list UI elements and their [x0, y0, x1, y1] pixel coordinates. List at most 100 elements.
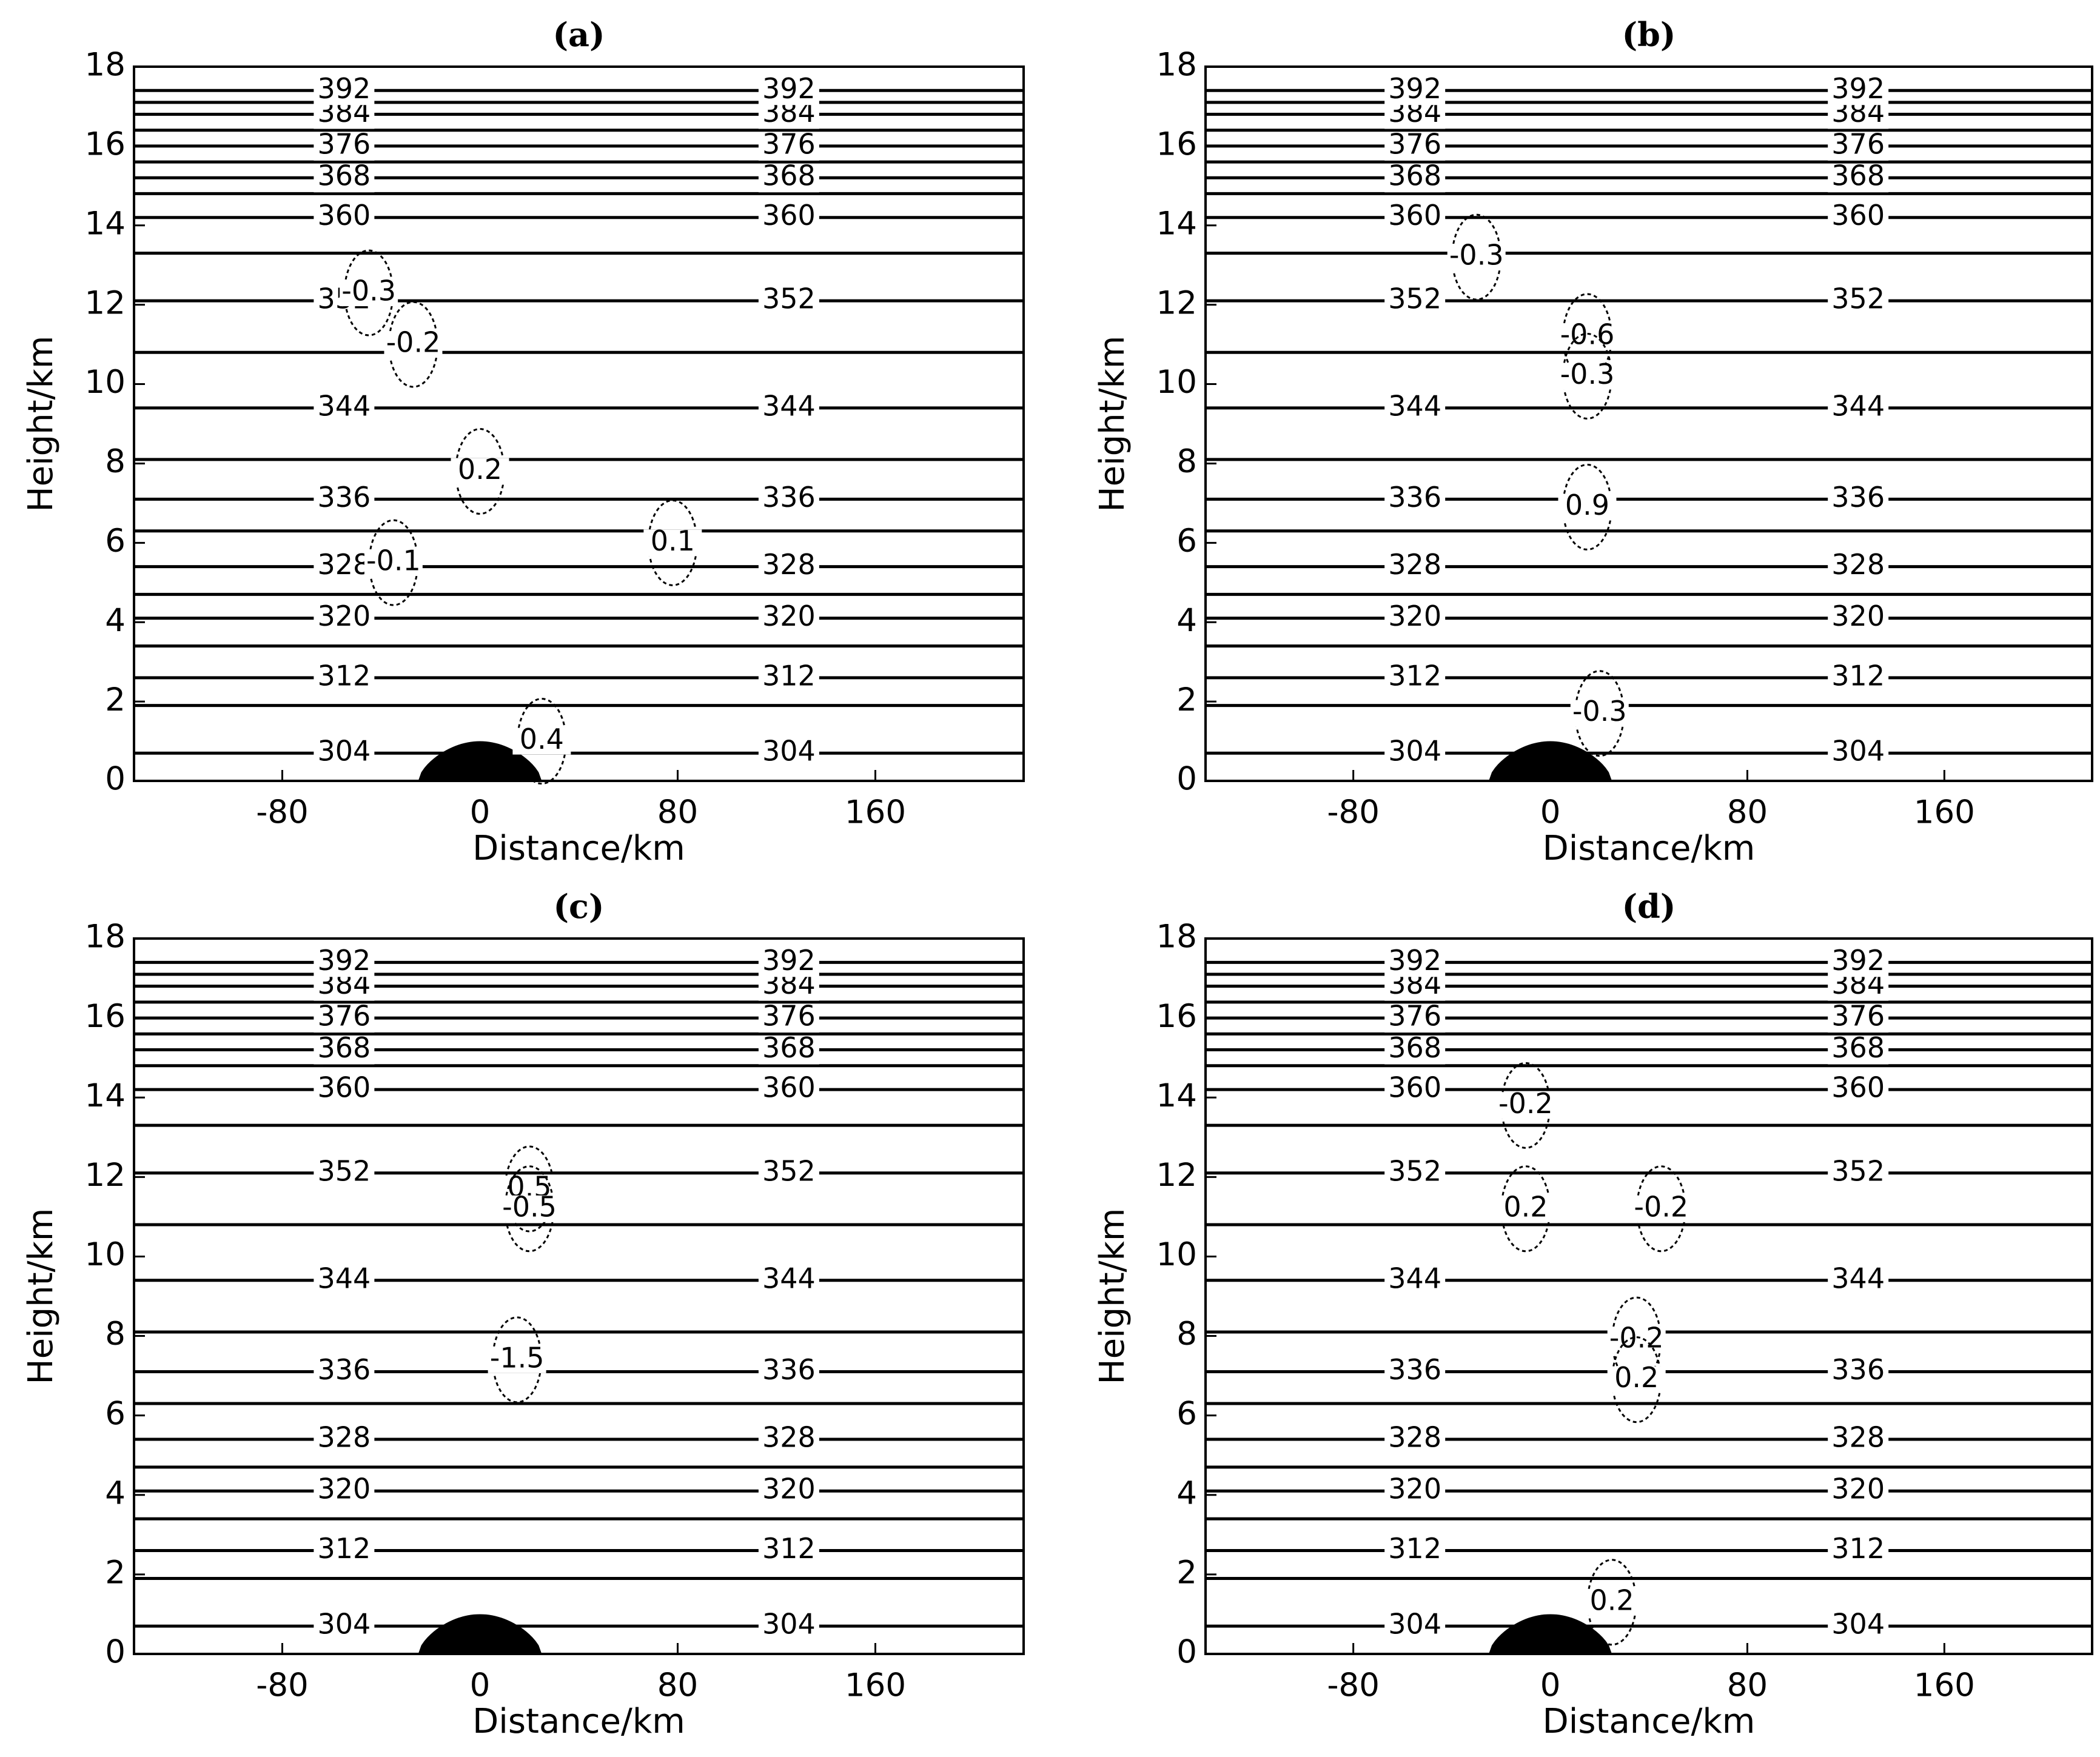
contour-label: 376	[1388, 1000, 1441, 1032]
w-label: -0.6	[1560, 318, 1615, 351]
x-tick-label: -80	[256, 794, 309, 831]
contour-label: 368	[1388, 159, 1441, 192]
terrain	[1489, 741, 1612, 781]
contour-label: 304	[1388, 735, 1441, 768]
label-bg	[1828, 1476, 1889, 1506]
label-bg	[314, 1003, 375, 1033]
label-bg	[643, 529, 702, 557]
w-label: -0.3	[1572, 695, 1627, 728]
contour-label: 352	[1831, 1154, 1885, 1187]
plot-frame	[1204, 937, 2093, 1655]
label-bg	[340, 279, 398, 307]
w-label: 0.2	[1503, 1190, 1548, 1223]
label-bg	[758, 286, 819, 316]
contour-label: 360	[317, 1071, 371, 1104]
x-axis-label: Distance/km	[472, 829, 685, 868]
contour-label: 304	[762, 1608, 816, 1641]
label-bg	[758, 948, 819, 977]
w-label: -0.5	[502, 1190, 557, 1223]
contour-label: 312	[1831, 1532, 1885, 1565]
contour-label: 312	[1388, 659, 1441, 692]
contour-label: 376	[1831, 1000, 1885, 1032]
y-tick-label: 18	[85, 919, 126, 955]
contour-label: 328	[317, 548, 371, 581]
w-label: -0.2	[1634, 1190, 1688, 1223]
y-axis-label: Height/km	[21, 336, 61, 512]
y-tick-label: 10	[1156, 364, 1197, 401]
contour-label: 304	[317, 735, 371, 768]
label-bg	[758, 131, 819, 161]
contour-label: 344	[762, 1262, 816, 1294]
label-bg	[314, 76, 375, 105]
label-bg	[1828, 948, 1889, 977]
contour-label: 368	[317, 1031, 371, 1064]
w-label: -0.1	[366, 544, 421, 577]
w-label: -0.2	[1609, 1322, 1664, 1354]
label-bg	[1384, 1476, 1446, 1506]
y-tick-label: 18	[85, 47, 126, 84]
y-tick-label: 16	[1156, 126, 1197, 163]
label-bg	[1384, 603, 1446, 633]
label-bg	[314, 163, 375, 193]
w-label: 0.9	[1565, 489, 1609, 521]
contour-label: 320	[317, 600, 371, 632]
y-tick-label: 2	[105, 681, 126, 718]
y-tick-label: 18	[1156, 47, 1197, 84]
label-bg	[512, 728, 571, 755]
label-bg	[1447, 244, 1506, 271]
label-bg	[1570, 700, 1629, 727]
x-tick-label: -80	[256, 1667, 309, 1704]
label-bg	[1828, 393, 1889, 423]
y-tick-label: 16	[1156, 998, 1197, 1035]
label-bg	[758, 1075, 819, 1105]
contour-label: 368	[1831, 159, 1885, 192]
label-bg	[758, 663, 819, 692]
contour-label: 328	[317, 1421, 371, 1454]
contour-label: 352	[762, 1154, 816, 1187]
label-bg	[758, 163, 819, 193]
x-tick-label: 80	[1727, 1667, 1768, 1704]
label-bg	[1828, 1611, 1889, 1641]
y-axis-label: Height/km	[1093, 1208, 1132, 1385]
label-bg	[1828, 738, 1889, 768]
panel-title: (b)	[1622, 15, 1676, 54]
contour-label: 376	[1388, 127, 1441, 160]
y-tick-label: 8	[1176, 1316, 1197, 1353]
contour-label: 312	[1831, 659, 1885, 692]
label-bg	[1828, 1425, 1889, 1454]
contour-label: 320	[1388, 1473, 1441, 1505]
label-bg	[1384, 1035, 1446, 1065]
contour-label: 344	[1388, 1262, 1441, 1294]
contour-label: 336	[1831, 481, 1885, 514]
label-bg	[1384, 286, 1446, 316]
contour-label: 320	[1831, 1473, 1885, 1505]
label-bg	[314, 1075, 375, 1105]
x-tick-label: 160	[845, 794, 906, 831]
w-label: 0.2	[1614, 1361, 1659, 1394]
label-bg	[758, 484, 819, 514]
y-tick-label: 2	[105, 1555, 126, 1591]
label-bg	[1384, 76, 1446, 105]
contour-label: 368	[762, 1031, 816, 1064]
label-bg	[314, 603, 375, 633]
contour-label: 360	[317, 199, 371, 232]
label-bg	[1828, 1265, 1889, 1295]
label-bg	[1384, 738, 1446, 768]
y-tick-label: 6	[1176, 1395, 1197, 1432]
label-bg	[314, 552, 375, 581]
label-bg	[1384, 202, 1446, 232]
y-tick-label: 14	[85, 1077, 126, 1114]
label-bg	[314, 131, 375, 161]
contour-label: 336	[1388, 481, 1441, 514]
y-tick-label: 6	[105, 1395, 126, 1432]
w-label: -0.3	[1449, 239, 1504, 272]
label-bg	[758, 1425, 819, 1454]
contour-label: 392	[317, 944, 371, 977]
x-axis-label: Distance/km	[1543, 829, 1756, 868]
contour-label: 360	[762, 199, 816, 232]
contour-label: 368	[1388, 1031, 1441, 1064]
contour-label: 320	[317, 1473, 371, 1505]
label-bg	[364, 549, 423, 577]
label-bg	[758, 202, 819, 232]
label-bg	[1496, 1195, 1555, 1222]
